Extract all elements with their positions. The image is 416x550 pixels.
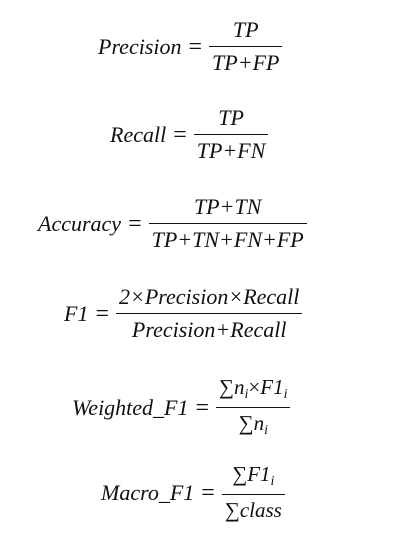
subscript-i: i (283, 387, 288, 402)
n-variable: n (253, 411, 265, 436)
times-sign: × (248, 375, 261, 399)
sum-symbol: ∑ (219, 375, 235, 399)
macro-f1-formula: Macro_F1 = ∑F1i ∑class (101, 464, 285, 521)
macro-f1-numerator: ∑F1i (229, 464, 277, 494)
precision-label: Precision (98, 33, 182, 59)
f1-numerator: 2×Precision×Recall (119, 284, 300, 309)
n-variable: n (234, 375, 245, 399)
weighted-f1-fraction: ∑ni×F1i ∑ni (216, 377, 291, 438)
f1-fraction: 2×Precision×Recall Precision+Recall (116, 284, 303, 343)
fraction-bar (116, 313, 303, 315)
weighted-f1-formula: Weighted_F1 = ∑ni×F1i ∑ni (72, 377, 291, 438)
precision-numerator: TP (232, 17, 259, 42)
recall-fraction: TP TP+FN (193, 105, 269, 164)
f1-label: F1 (64, 300, 89, 326)
accuracy-label: Accuracy (38, 210, 122, 236)
precision-fraction: TP TP+FP (209, 17, 283, 76)
f1-variable: F1 (260, 375, 284, 399)
macro-f1-fraction: ∑F1i ∑class (221, 464, 285, 521)
sum-symbol: ∑ (224, 498, 240, 523)
recall-denominator: TP+FN (196, 138, 266, 164)
fraction-bar (193, 134, 269, 136)
macro-f1-denominator: ∑class (222, 495, 285, 521)
fraction-bar (221, 494, 285, 496)
accuracy-fraction: TP+TN TP+TN+FN+FP (148, 194, 307, 253)
subscript-i: i (270, 474, 275, 489)
fraction-bar (209, 46, 283, 48)
weighted-f1-denominator: ∑ni (236, 408, 271, 438)
equals-sign: = (201, 479, 215, 506)
equals-sign: = (195, 394, 210, 421)
fraction-bar (216, 407, 291, 409)
equals-sign: = (188, 33, 203, 60)
recall-formula: Recall = TP TP+FN (110, 105, 269, 164)
precision-formula: Precision = TP TP+FP (98, 17, 283, 76)
equals-sign: = (173, 121, 187, 148)
sum-symbol: ∑ (232, 462, 248, 486)
precision-denominator: TP+FP (212, 50, 280, 76)
f1-formula: F1 = 2×Precision×Recall Precision+Recall (64, 284, 303, 343)
accuracy-numerator: TP+TN (193, 194, 262, 219)
subscript-i: i (244, 387, 249, 402)
f1-variable: F1 (247, 462, 271, 486)
macro-f1-label: Macro_F1 (101, 479, 195, 505)
f1-denominator: Precision+Recall (131, 317, 287, 343)
equals-sign: = (128, 210, 142, 237)
accuracy-formula: Accuracy = TP+TN TP+TN+FN+FP (38, 196, 307, 251)
accuracy-denominator: TP+TN+FN+FP (151, 227, 304, 253)
recall-label: Recall (110, 121, 167, 147)
subscript-i: i (264, 423, 268, 439)
sum-symbol: ∑ (238, 411, 254, 436)
weighted-f1-numerator: ∑ni×F1i (216, 377, 290, 407)
equals-sign: = (95, 300, 109, 327)
fraction-bar (148, 223, 307, 225)
class-variable: class (239, 498, 282, 523)
weighted-f1-label: Weighted_F1 (72, 394, 189, 420)
recall-numerator: TP (218, 105, 244, 130)
